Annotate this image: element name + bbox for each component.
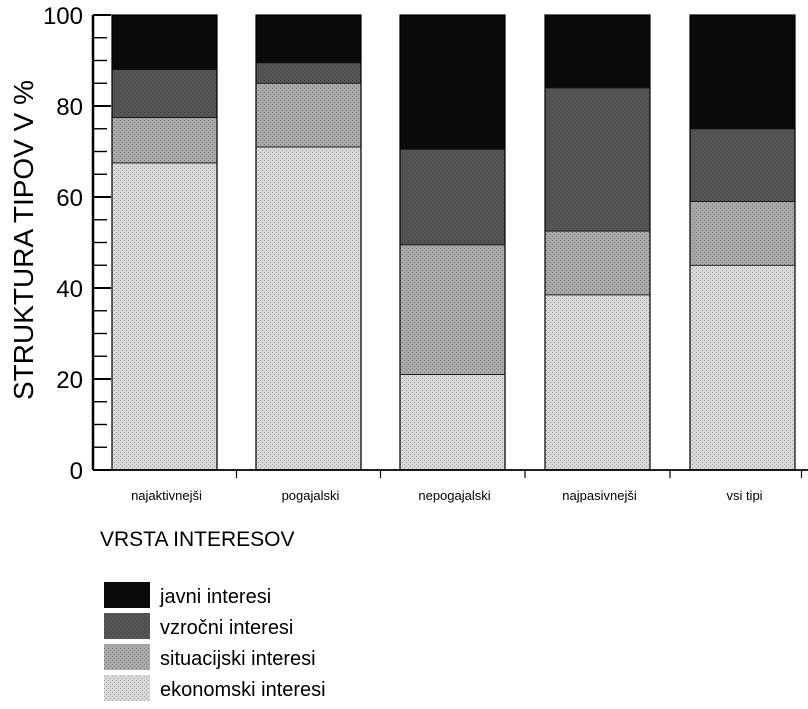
y-tick-label: 80 xyxy=(56,94,83,121)
bar-segment-texture xyxy=(255,82,362,148)
bar-segment-texture xyxy=(689,264,796,471)
legend-label: ekonomski interesi xyxy=(160,679,326,701)
bar-pogajalski xyxy=(255,14,362,471)
y-axis-title: STRUKTURA TIPOV V % xyxy=(8,80,39,400)
bar-segment-texture xyxy=(111,69,218,118)
legend-label: javni interesi xyxy=(159,586,271,608)
y-axis: 0 20 40 60 80 100 xyxy=(43,3,808,485)
x-tick-label-pogajalski: pogajalski xyxy=(282,488,340,503)
x-axis-category-labels: najaktivnejši pogajalski nepogajalski najpa… xyxy=(131,488,763,503)
bar-najaktivnejsi xyxy=(111,14,218,471)
bar-segment-texture xyxy=(255,62,362,84)
legend-item-ekonomski-interesi: ekonomski interesi xyxy=(104,675,326,701)
bar-segment-texture xyxy=(399,244,506,375)
x-tick-label-vsi-tipi: vsi tipi xyxy=(726,488,762,503)
legend-item-vzrocni-interesi: vzročni interesi xyxy=(104,613,293,639)
bar-segment-texture xyxy=(689,201,796,266)
bar-segment-texture xyxy=(399,14,506,150)
bar-segment-texture xyxy=(111,162,218,471)
x-tick-label-nepogajalski: nepogajalski xyxy=(418,488,490,503)
bar-vsi-tipi xyxy=(689,14,796,471)
bar-segment-texture xyxy=(399,374,506,471)
bar-nepogajalski xyxy=(399,14,506,471)
x-tick-label-najaktivnejsi: najaktivnejši xyxy=(131,488,202,503)
y-tick-label: 100 xyxy=(43,3,83,30)
legend-swatch-texture xyxy=(104,613,150,639)
legend-item-situacijski-interesi: situacijski interesi xyxy=(104,644,316,670)
bar-segment-texture xyxy=(544,294,651,471)
y-tick-label: 40 xyxy=(56,276,83,303)
legend-swatch-texture xyxy=(104,582,150,608)
y-tick-label: 0 xyxy=(70,458,83,485)
bar-segment-texture xyxy=(689,14,796,130)
bar-segment-texture xyxy=(111,116,218,164)
y-tick-label: 60 xyxy=(56,185,83,212)
bar-segment-texture xyxy=(689,128,796,202)
bar-segment-texture xyxy=(544,87,651,232)
legend-swatch-texture xyxy=(104,675,150,701)
y-tick-label: 20 xyxy=(56,367,83,394)
legend: javni interesi vzročni interesi situacijsk… xyxy=(104,582,326,701)
bar-najpasivnejsi xyxy=(544,14,651,471)
legend-item-javni-interesi: javni interesi xyxy=(104,582,271,608)
bar-segment-texture xyxy=(544,230,651,296)
bar-segment-texture xyxy=(111,14,218,70)
legend-label: vzročni interesi xyxy=(160,617,293,639)
bar-segment-texture xyxy=(255,146,362,471)
bar-segment-texture xyxy=(255,14,362,64)
legend-swatch-texture xyxy=(104,644,150,670)
bars-layer xyxy=(111,14,796,471)
x-axis-title: VRSTA INTERESOV xyxy=(100,528,295,551)
bar-segment-texture xyxy=(544,14,651,89)
x-tick-label-najpasivnejsi: najpasivnejši xyxy=(562,488,637,503)
bar-segment-texture xyxy=(399,148,506,246)
legend-label: situacijski interesi xyxy=(160,648,316,670)
